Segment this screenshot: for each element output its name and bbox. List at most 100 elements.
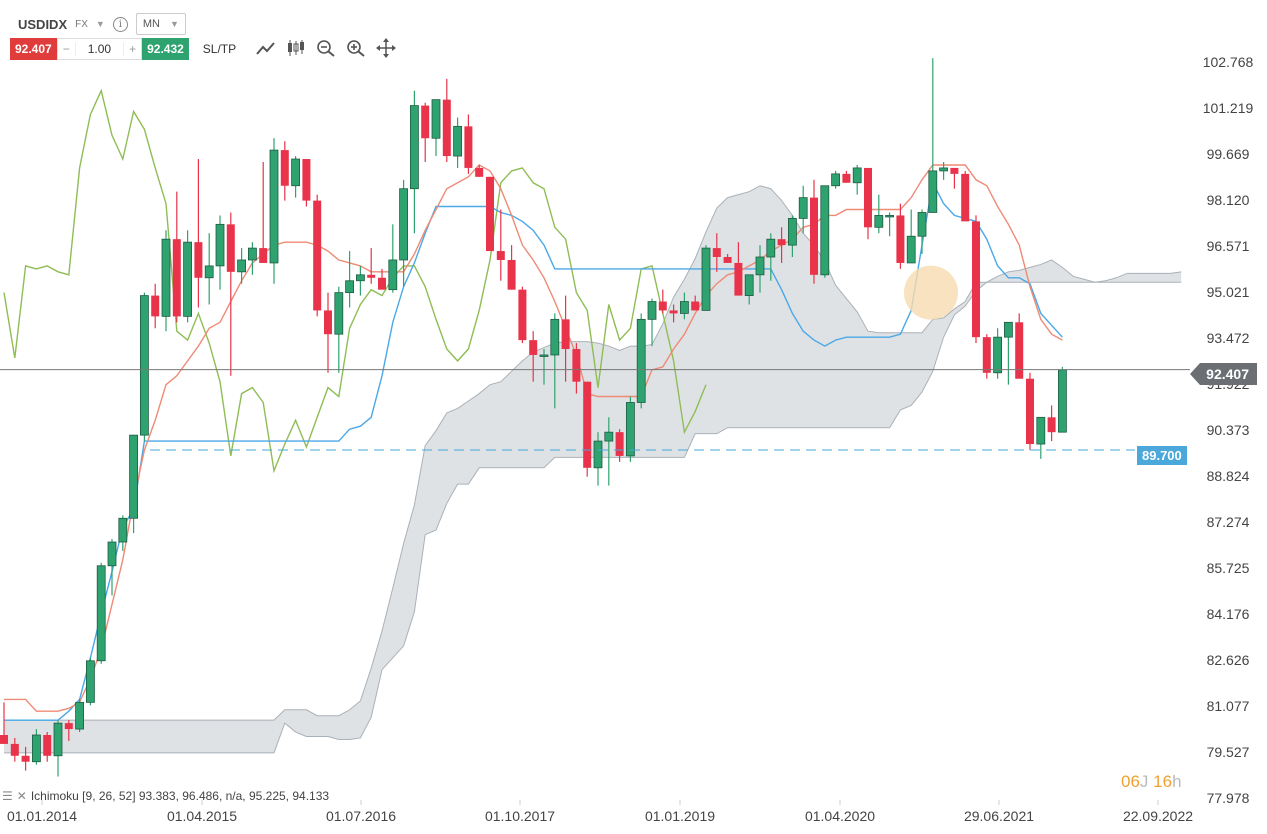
zoom-in-icon[interactable] [346,39,366,57]
sltp-button[interactable]: SL/TP [202,42,237,56]
y-tick-label: 93.472 [1207,330,1250,346]
candle-body [334,292,344,335]
candle-body [593,440,603,469]
candle-body [1047,417,1056,433]
candle-body [96,565,106,662]
trade-bar: 92.407 − 1.00 + 92.432 SL/TP [10,38,236,60]
y-tick-label: 101.219 [1203,100,1254,116]
candle-body [734,262,743,296]
indicator-legend: ☰ ✕ Ichimoku [9, 26, 52] 93.383, 96.486,… [2,789,329,803]
current-price-label: 92.407 [1190,363,1257,385]
candle-body [604,431,614,442]
candle-body [1036,416,1046,445]
candle-body [75,701,84,730]
move-icon[interactable] [376,38,396,58]
candle-body [896,215,905,263]
candle-body [583,381,592,468]
x-tick-label: 01.10.2017 [485,808,555,824]
quantity-field[interactable]: 1.00 [74,42,125,56]
candle-body [626,402,635,457]
candle-body [874,215,884,228]
candle-body [712,248,721,257]
y-tick-label: 90.373 [1207,422,1250,438]
senkou-span-b-line [4,281,1182,754]
close-icon[interactable]: ✕ [16,789,27,803]
candle-countdown: 06J 16h [1121,772,1182,792]
ichimoku-lines [3,88,1063,721]
candle-body [950,167,959,174]
y-tick-label: 87.274 [1207,514,1250,530]
candle-body [518,289,527,341]
countdown-unit: h [1172,772,1182,791]
candle-body [507,259,516,290]
y-tick-label: 98.120 [1207,192,1250,208]
candle-body [118,517,128,543]
candlestick-icon[interactable] [286,39,306,57]
candle-body [691,301,700,311]
symbol-name[interactable]: USDIDX [18,16,68,32]
candle-body [680,301,689,314]
candle-body [1026,378,1034,445]
chevron-down-icon[interactable]: ▼ [95,19,105,29]
chikou-span-line [3,88,707,474]
candle-body [820,185,830,276]
timeframe-select[interactable]: MN ▼ [135,13,186,35]
candle-body [421,105,430,139]
candle-body [86,660,95,703]
candle-body [453,125,463,157]
line-chart-icon[interactable] [256,39,276,57]
candle-body [345,280,355,294]
market-tag: FX [75,18,88,30]
sell-button[interactable]: 92.407 [10,38,57,60]
candle-body [572,349,581,382]
countdown-value: 06 [1121,772,1140,791]
candle-body [647,301,657,320]
candle-body [993,336,1002,374]
candle-body [247,247,257,261]
candle-body [1015,322,1024,379]
x-axis: 01.01.2014 01.04.2015 01.07.2016 01.10.2017… [7,800,1193,824]
x-tick-label: 01.01.2019 [645,808,715,824]
candle-body [842,173,851,183]
buy-button[interactable]: 92.432 [142,38,189,60]
candle-body [215,223,225,267]
candle-body [486,176,494,252]
candle-body [151,295,160,317]
candle-body [701,247,711,311]
menu-icon[interactable]: ☰ [2,789,13,803]
kijun-sen-line [4,180,1063,721]
quantity-stepper[interactable]: − 1.00 + [56,38,143,60]
candle-body [313,200,322,311]
candle-body [269,149,279,264]
candle-body [810,197,818,275]
candle-body [259,248,268,263]
candle-body [172,239,181,317]
x-tick-label: 29.06.2021 [964,808,1034,824]
candle-body [755,256,765,276]
ichimoku-legend-text: Ichimoku [9, 26, 52] 93.383, 96.486, n/a… [30,789,330,803]
candle-body [1004,321,1013,338]
candle-body [183,241,193,317]
increase-button[interactable]: + [129,42,137,56]
candle-body [561,319,570,350]
candle-body [107,541,117,567]
candle-body [777,239,786,246]
level-price-label[interactable]: 89.700 [1137,446,1187,465]
x-tick-label: 01.07.2016 [326,808,396,824]
candle-body [324,310,332,335]
candle-body [237,259,247,273]
zoom-out-icon[interactable] [316,39,336,57]
info-icon[interactable]: i [112,16,128,32]
candle-body [399,188,409,261]
candle-body [64,723,73,730]
candle-body [529,340,538,355]
x-tick-label: 22.09.2022 [1123,808,1193,824]
y-tick-label: 102.768 [1203,54,1254,70]
decrease-button[interactable]: − [62,42,70,56]
y-tick-label: 82.626 [1207,652,1250,668]
y-tick-label: 81.077 [1207,698,1250,714]
candle-body [831,173,840,187]
candle-body [409,105,419,190]
candle-body [928,170,938,213]
